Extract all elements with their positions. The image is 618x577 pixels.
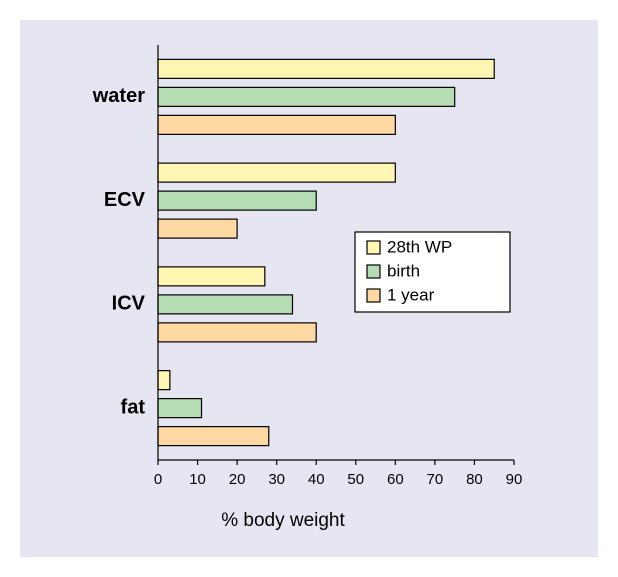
x-axis-label: % body weight — [221, 510, 345, 531]
bar — [157, 294, 294, 315]
x-tick-label: 60 — [387, 471, 404, 488]
x-tick-label: 50 — [347, 471, 364, 488]
x-tick-label: 0 — [154, 471, 162, 488]
bar — [157, 218, 238, 239]
bar — [157, 86, 456, 107]
y-tick-label: ECV — [104, 189, 146, 211]
x-tick-label: 80 — [466, 471, 483, 488]
x-tick-label: 90 — [506, 471, 523, 488]
x-tick-label: 20 — [229, 471, 246, 488]
legend-swatch — [366, 264, 381, 279]
bar — [157, 162, 396, 183]
legend-label: 28th WP — [387, 237, 452, 256]
x-tick-label: 70 — [427, 471, 444, 488]
y-tick-label: fat — [121, 396, 146, 418]
x-tick-label: 10 — [189, 471, 206, 488]
bar — [157, 58, 495, 79]
bar — [157, 114, 396, 135]
legend-label: 1 year — [387, 285, 435, 304]
legend-swatch — [366, 240, 381, 255]
y-tick-label: ICV — [112, 293, 146, 315]
bar — [157, 370, 171, 391]
bar — [157, 398, 203, 419]
legend-box — [354, 231, 511, 313]
y-tick-label: water — [92, 85, 145, 107]
bar — [157, 426, 270, 447]
bar — [157, 266, 266, 287]
legend-label: birth — [387, 261, 420, 280]
bar — [157, 322, 317, 343]
x-tick-label: 30 — [268, 471, 285, 488]
x-tick-label: 40 — [308, 471, 325, 488]
legend-swatch — [366, 288, 381, 303]
bar — [157, 190, 317, 211]
